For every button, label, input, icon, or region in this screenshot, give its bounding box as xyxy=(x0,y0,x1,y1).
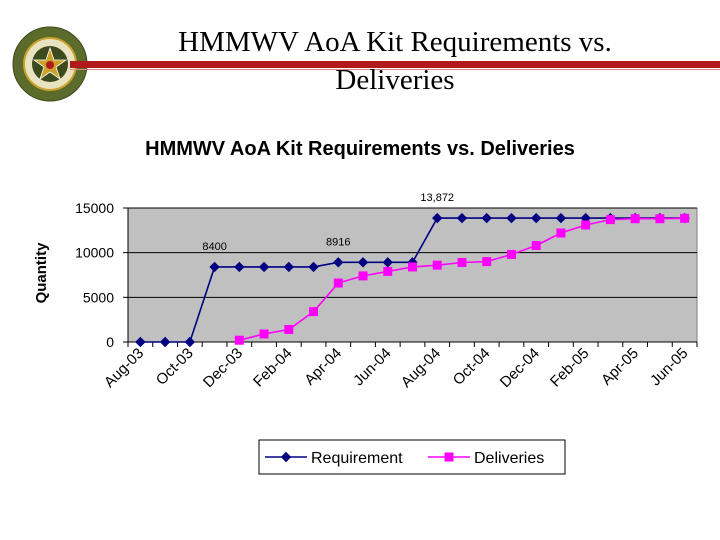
deliveries-point xyxy=(581,220,591,230)
requirement-point xyxy=(530,212,542,224)
legend-requirement-label: Requirement xyxy=(311,450,403,467)
requirement-point xyxy=(184,336,196,348)
requirement-point xyxy=(333,257,344,268)
data-label: 13,872 xyxy=(420,192,454,204)
legend-deliveries-label: Deliveries xyxy=(474,450,544,467)
data-label: 8400 xyxy=(202,241,226,253)
requirement-point xyxy=(234,261,245,273)
requirement-point xyxy=(159,336,171,348)
y-tick-label: 5000 xyxy=(83,289,114,305)
deliveries-point xyxy=(358,271,368,281)
requirement-point xyxy=(209,261,220,273)
x-tick-label: Aug-03 xyxy=(101,345,147,391)
deliveries-point xyxy=(333,278,343,288)
chart-title: HMMWV AoA Kit Requirements vs. Deliverie… xyxy=(145,138,575,160)
title-bar-underline xyxy=(70,69,720,70)
x-tick-label: Apr-04 xyxy=(301,345,345,389)
x-tick-label: Aug-04 xyxy=(398,345,444,391)
legend-deliveries-marker xyxy=(444,452,454,462)
y-tick-label: 0 xyxy=(106,334,114,350)
title-bar xyxy=(70,61,720,68)
requirement-point xyxy=(258,261,270,273)
x-tick-label: Apr-05 xyxy=(598,345,642,389)
deliveries-point xyxy=(259,329,269,339)
requirement-point xyxy=(432,212,443,224)
y-tick-label: 15000 xyxy=(75,200,114,216)
x-tick-label: Oct-04 xyxy=(450,345,494,389)
deliveries-point xyxy=(680,213,690,223)
deliveries-point xyxy=(605,215,615,225)
deliveries-point xyxy=(432,260,442,270)
deliveries-point xyxy=(630,214,640,224)
plot-background xyxy=(127,207,698,343)
requirement-point xyxy=(481,212,492,224)
deliveries-point xyxy=(284,324,294,334)
requirement-point xyxy=(308,261,319,273)
slide-title-line-2: Deliveries xyxy=(335,64,455,96)
y-tick-label: 10000 xyxy=(75,245,114,261)
legend-requirement-marker xyxy=(280,451,292,463)
requirement-point xyxy=(283,261,295,273)
legend-box xyxy=(258,439,566,475)
deliveries-point xyxy=(506,249,516,259)
x-tick-label: Oct-03 xyxy=(153,345,197,389)
requirement-point xyxy=(382,257,393,268)
x-tick-label: Feb-05 xyxy=(547,345,593,391)
deliveries-point xyxy=(309,307,319,317)
legend: Requirement Deliveries xyxy=(258,439,566,475)
x-tick-label: Dec-04 xyxy=(497,345,543,391)
requirement-point xyxy=(135,336,146,348)
y-axis-label: Quantity xyxy=(33,242,50,303)
deliveries-point xyxy=(531,241,541,251)
requirement-point xyxy=(456,212,468,224)
deliveries-point xyxy=(482,257,492,267)
deliveries-series xyxy=(234,213,690,345)
deliveries-point xyxy=(383,266,393,276)
data-label: 8916 xyxy=(326,236,350,248)
deliveries-point xyxy=(655,214,665,224)
x-tick-label: Feb-04 xyxy=(250,345,296,391)
deliveries-point xyxy=(234,335,244,345)
requirement-point xyxy=(357,257,369,268)
deliveries-point xyxy=(408,262,417,272)
x-tick-label: Jun-04 xyxy=(350,345,394,389)
slide-title-line-1: HMMWV AoA Kit Requirements vs. xyxy=(178,26,612,58)
x-tick-label: Dec-03 xyxy=(200,345,246,391)
requirement-point xyxy=(555,212,567,224)
deliveries-point xyxy=(556,228,566,238)
requirement-point xyxy=(506,212,517,224)
x-tick-label: Jun-05 xyxy=(647,345,691,389)
deliveries-point xyxy=(457,257,467,267)
